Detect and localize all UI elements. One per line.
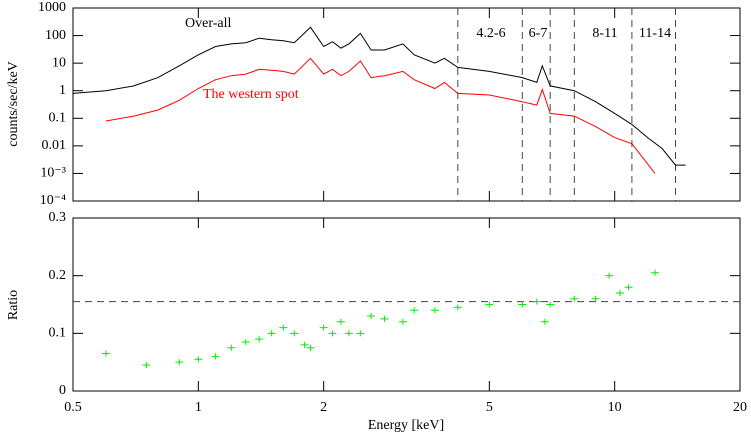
y-tick-label: 10 — [52, 55, 66, 70]
y-tick-label: 1 — [59, 83, 66, 98]
x-tick-label: 0.5 — [64, 400, 82, 415]
y-tick-label: 10⁻⁴ — [40, 193, 66, 208]
x-tick-label: 10 — [608, 400, 622, 415]
ratio-point — [367, 313, 376, 320]
series-label: Over-all — [185, 16, 231, 31]
ratio-point — [651, 269, 660, 276]
ratio-point — [485, 301, 494, 308]
ratio-point — [336, 318, 345, 325]
ratio-point — [255, 336, 264, 343]
x-tick-label: 5 — [486, 400, 493, 415]
y-tick-label: 0.1 — [49, 326, 67, 341]
y-axis-label: counts/sec/keV — [6, 61, 21, 147]
ratio-point — [328, 330, 337, 337]
ratio-point — [570, 295, 579, 302]
ratio-point — [605, 272, 614, 279]
ratio-point — [211, 353, 220, 360]
y-tick-label: 0.3 — [49, 210, 67, 225]
ratio-point — [518, 301, 527, 308]
x-tick-label: 1 — [195, 400, 202, 415]
ratio-point — [101, 350, 110, 357]
series-label: The western spot — [203, 87, 299, 102]
y-axis-label: Ratio — [6, 290, 21, 320]
ratio-point — [380, 315, 389, 322]
ratio-point — [194, 356, 203, 363]
ratio-point — [175, 359, 184, 366]
ratio-point — [279, 324, 288, 331]
ratio-point — [319, 324, 328, 331]
ratio-point — [453, 304, 462, 311]
band-label: 11-14 — [639, 26, 671, 41]
ratio-point — [241, 338, 250, 345]
band-label: 6-7 — [529, 26, 548, 41]
y-tick-label: 0.2 — [49, 268, 67, 283]
ratio-point — [290, 330, 299, 337]
ratio-point — [356, 330, 365, 337]
y-tick-label: 1000 — [38, 0, 66, 15]
ratio-point — [624, 284, 633, 291]
ratio-point — [532, 298, 541, 305]
ratio-point — [398, 318, 407, 325]
ratio-point — [306, 344, 315, 351]
ratio-point — [546, 301, 555, 308]
ratio-point — [430, 307, 439, 314]
y-tick-label: 10⁻³ — [40, 166, 66, 181]
x-tick-label: 2 — [320, 400, 327, 415]
y-tick-label: 100 — [45, 28, 66, 43]
ratio-point — [227, 344, 236, 351]
ratio-point — [410, 307, 419, 314]
y-tick-label: 0.1 — [49, 111, 67, 126]
x-axis-label: Energy [keV] — [368, 418, 444, 433]
ratio-point — [344, 330, 353, 337]
x-tick-label: 20 — [733, 400, 747, 415]
ratio-point — [616, 289, 625, 296]
ratio-point — [267, 330, 276, 337]
band-label: 4.2-6 — [476, 26, 505, 41]
y-tick-label: 0 — [59, 383, 66, 398]
top-frame — [72, 7, 741, 202]
band-label: 8-11 — [592, 26, 617, 41]
y-tick-label: 0.01 — [42, 138, 67, 153]
spectrum-line — [72, 26, 686, 166]
ratio-point — [300, 341, 309, 348]
spectrum-line — [105, 57, 656, 174]
ratio-point — [540, 318, 549, 325]
ratio-point — [591, 295, 600, 302]
ratio-point — [142, 362, 151, 369]
bottom-frame — [72, 217, 741, 392]
